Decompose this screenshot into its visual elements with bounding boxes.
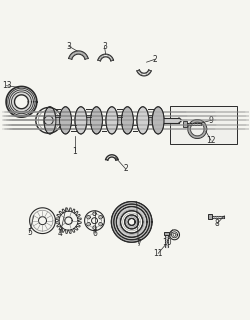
Text: 1: 1 — [72, 147, 77, 156]
Ellipse shape — [106, 107, 118, 134]
Polygon shape — [111, 202, 152, 242]
Ellipse shape — [137, 107, 149, 134]
Ellipse shape — [60, 107, 72, 134]
Text: 4: 4 — [58, 228, 63, 237]
Bar — [208, 214, 212, 220]
Text: 12: 12 — [206, 136, 216, 145]
Text: 8: 8 — [215, 219, 220, 228]
Bar — [164, 232, 169, 235]
Text: 2: 2 — [153, 55, 158, 64]
Ellipse shape — [44, 107, 56, 134]
Text: 13: 13 — [2, 81, 12, 90]
Bar — [183, 121, 187, 127]
Ellipse shape — [75, 107, 87, 134]
Ellipse shape — [90, 107, 102, 134]
Polygon shape — [125, 215, 138, 229]
Polygon shape — [116, 207, 147, 237]
Text: 3: 3 — [66, 42, 71, 51]
Text: 7: 7 — [136, 239, 141, 248]
Text: 9: 9 — [208, 116, 213, 125]
Text: 10: 10 — [162, 238, 172, 247]
Text: 5: 5 — [27, 228, 32, 237]
Ellipse shape — [152, 107, 164, 134]
Bar — [170, 106, 237, 144]
Ellipse shape — [122, 107, 134, 134]
Text: 6: 6 — [93, 228, 98, 237]
Text: 3: 3 — [102, 42, 107, 51]
Text: 11: 11 — [154, 249, 163, 258]
Text: 2: 2 — [123, 164, 128, 173]
